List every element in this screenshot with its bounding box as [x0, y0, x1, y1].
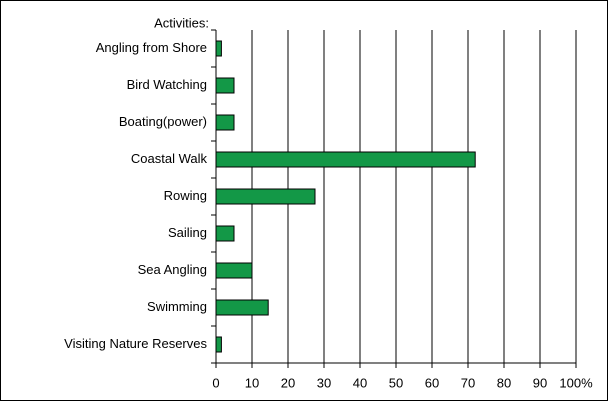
- x-tick-label: 70: [461, 375, 475, 390]
- y-tick-label: Rowing: [164, 188, 207, 203]
- bar: [215, 262, 253, 279]
- x-tick-label: 10: [245, 375, 259, 390]
- x-tick-label: 90: [533, 375, 547, 390]
- bar: [215, 299, 269, 316]
- bar: [215, 151, 476, 168]
- y-tick-label: Swimming: [147, 299, 207, 314]
- x-tick-label: 30: [317, 375, 331, 390]
- bar: [215, 114, 235, 131]
- x-tick-label: 20: [281, 375, 295, 390]
- y-tick-label: Sea Angling: [138, 262, 207, 277]
- y-tick-label: Coastal Walk: [131, 151, 208, 166]
- bar: [215, 188, 316, 205]
- y-tick-label: Bird Watching: [127, 77, 207, 92]
- x-tick-label: 0: [212, 375, 219, 390]
- x-tick-label: 80: [497, 375, 511, 390]
- bar: [215, 336, 222, 353]
- bar: [215, 40, 222, 57]
- y-tick-label: Boating(power): [119, 114, 207, 129]
- y-tick-label: Angling from Shore: [96, 40, 207, 55]
- y-tick-label: Sailing: [168, 225, 207, 240]
- y-tick-label: Visiting Nature Reserves: [64, 336, 207, 351]
- axis-title: Activities:: [154, 15, 209, 30]
- x-tick-label: 60: [425, 375, 439, 390]
- bar: [215, 77, 235, 94]
- bar: [215, 225, 235, 242]
- x-tick-label: 100%: [559, 375, 593, 390]
- x-tick-label: 50: [389, 375, 403, 390]
- x-tick-label: 40: [353, 375, 367, 390]
